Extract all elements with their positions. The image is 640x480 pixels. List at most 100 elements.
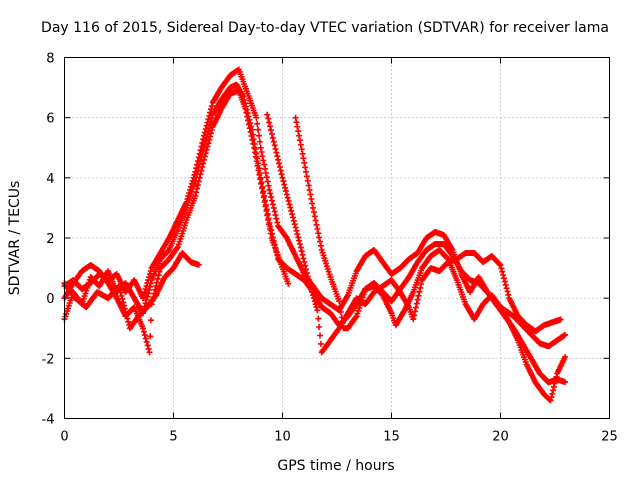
data-point — [347, 312, 349, 314]
series-d — [61, 111, 564, 356]
data-point — [473, 252, 475, 254]
data-point — [303, 273, 305, 275]
data-point — [486, 291, 489, 293]
data-point — [539, 372, 541, 374]
data-point — [338, 327, 340, 329]
data-point — [148, 351, 151, 353]
data-point — [356, 297, 358, 299]
data-point — [107, 270, 109, 272]
data-point — [321, 306, 323, 308]
data-point — [408, 258, 410, 260]
data-point — [565, 381, 567, 383]
data-point — [253, 147, 255, 149]
data-point — [242, 80, 244, 83]
data-point — [199, 264, 201, 266]
data-point — [168, 258, 170, 260]
data-point — [81, 270, 83, 272]
data-point — [438, 270, 441, 272]
data-point — [565, 333, 567, 335]
data-point — [116, 297, 118, 299]
data-point — [185, 201, 188, 203]
plot-series — [61, 66, 568, 404]
data-point — [190, 261, 192, 263]
data-point — [560, 318, 563, 320]
data-point — [151, 279, 153, 281]
data-point — [124, 282, 127, 284]
series-c — [61, 87, 568, 404]
data-point — [451, 249, 454, 251]
data-point — [238, 68, 240, 71]
data-point — [164, 276, 166, 278]
data-point — [408, 276, 410, 278]
x-tick-label: 15 — [383, 430, 400, 445]
data-point — [338, 309, 340, 311]
data-point — [403, 309, 406, 311]
data-point — [185, 219, 188, 221]
data-point — [482, 261, 484, 263]
data-point — [194, 171, 196, 173]
y-tick-label: 4 — [46, 172, 54, 187]
data-point — [212, 102, 214, 104]
data-point — [90, 264, 92, 266]
data-point — [294, 255, 297, 257]
data-point — [329, 276, 332, 278]
y-tick-label: 2 — [46, 232, 54, 247]
data-point — [303, 279, 305, 281]
data-point — [421, 279, 423, 281]
data-point — [543, 393, 545, 396]
data-point — [168, 237, 170, 239]
data-point — [443, 234, 445, 236]
data-point — [133, 279, 135, 281]
data-point — [142, 297, 144, 299]
data-point — [526, 324, 528, 326]
data-point — [203, 135, 205, 137]
data-point — [212, 114, 214, 116]
data-point — [447, 261, 449, 263]
data-point — [460, 273, 462, 275]
data-point — [203, 159, 205, 161]
chart-title: Day 116 of 2015, Sidereal Day-to-day VTE… — [41, 20, 609, 36]
data-point — [251, 129, 253, 131]
data-point — [456, 258, 458, 260]
data-point — [124, 291, 127, 293]
data-point — [508, 297, 510, 299]
data-point — [356, 315, 358, 317]
data-point — [390, 300, 393, 302]
data-point — [412, 291, 414, 293]
data-point — [526, 363, 528, 365]
data-point — [395, 324, 397, 326]
data-point — [107, 297, 109, 299]
data-point — [321, 249, 323, 251]
x-tick-label: 0 — [60, 430, 68, 445]
data-point — [534, 330, 536, 332]
data-point — [85, 306, 87, 308]
series-markers — [61, 81, 568, 386]
data-point — [399, 291, 401, 293]
data-point — [482, 303, 484, 305]
data-point — [329, 303, 332, 305]
data-point — [473, 318, 475, 320]
data-point — [521, 342, 523, 344]
data-point — [262, 192, 264, 194]
data-point — [260, 147, 262, 149]
data-point — [177, 228, 179, 230]
data-point — [356, 270, 358, 272]
data-point — [133, 306, 135, 308]
data-point — [364, 288, 366, 290]
data-point — [308, 279, 310, 281]
data-point — [373, 285, 375, 287]
series-a — [61, 81, 568, 386]
series-markers — [61, 87, 568, 404]
data-point — [456, 279, 458, 281]
x-tick-label: 25 — [601, 430, 618, 445]
data-point — [294, 273, 297, 275]
data-point — [465, 303, 467, 305]
data-point — [499, 306, 502, 308]
data-point — [98, 285, 100, 287]
data-point — [517, 339, 519, 341]
data-point — [338, 300, 340, 302]
data-point — [281, 177, 284, 179]
data-point — [316, 309, 318, 311]
data-point — [382, 261, 384, 263]
data-point — [556, 372, 558, 374]
